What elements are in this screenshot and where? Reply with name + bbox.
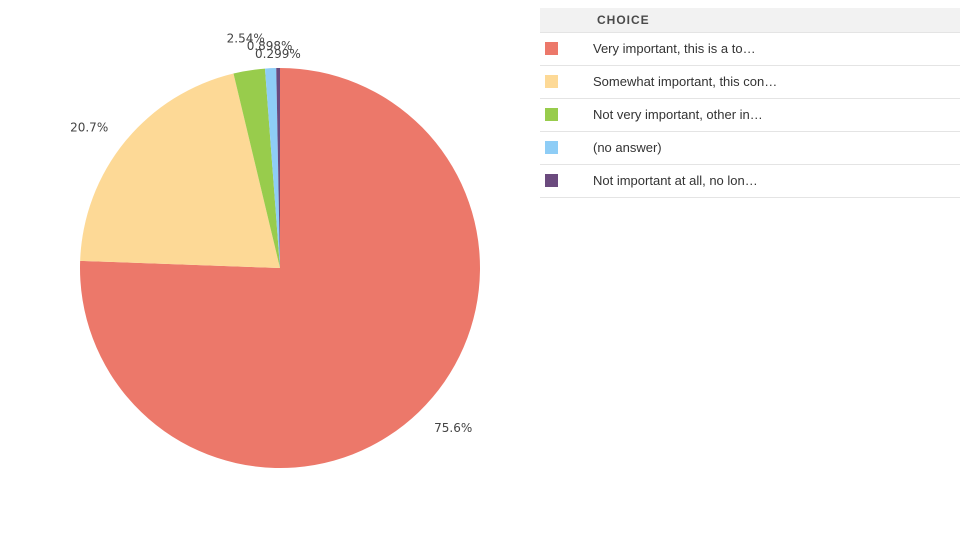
pie-slice[interactable] xyxy=(264,68,280,268)
pie-slice[interactable] xyxy=(233,68,280,268)
pie-slice[interactable] xyxy=(79,68,480,468)
legend-label: Not important at all, no lon… xyxy=(593,173,758,188)
legend-swatch xyxy=(545,174,558,187)
legend-label: Not very important, other in… xyxy=(593,107,763,122)
legend-item[interactable]: Somewhat important, this con… xyxy=(540,66,960,99)
slice-value-label: 0.299% xyxy=(255,47,301,61)
legend-label: Very important, this is a to… xyxy=(593,41,756,56)
legend-swatch xyxy=(545,141,558,154)
pie-chart-svg: 75.6% 20.7% 2.54%0.898%0.299% xyxy=(70,32,480,468)
slice-value-label: 75.6% xyxy=(434,421,472,435)
legend-item[interactable]: Not very important, other in… xyxy=(540,99,960,132)
legend-swatch xyxy=(545,108,558,121)
legend-header-label: CHOICE xyxy=(597,13,650,27)
pie-chart: 75.6% 20.7% 2.54% 0.898% 0.299% xyxy=(70,32,480,468)
legend-swatch xyxy=(545,75,558,88)
pie-slice[interactable] xyxy=(276,68,280,268)
legend-header: CHOICE xyxy=(540,8,960,33)
pie-slice[interactable] xyxy=(80,73,280,268)
slice-value-label: 20.7% xyxy=(70,120,108,134)
slice-value-label: 0.898% xyxy=(247,39,293,53)
legend-label: (no answer) xyxy=(593,140,662,155)
legend-item[interactable]: (no answer) xyxy=(540,132,960,165)
legend-item[interactable]: Very important, this is a to… xyxy=(540,33,960,66)
legend-table: CHOICE Very important, this is a to… Som… xyxy=(540,8,960,198)
legend-item[interactable]: Not important at all, no lon… xyxy=(540,165,960,198)
slice-value-label: 2.54% xyxy=(227,32,265,46)
legend-swatch xyxy=(545,42,558,55)
legend-label: Somewhat important, this con… xyxy=(593,74,778,89)
